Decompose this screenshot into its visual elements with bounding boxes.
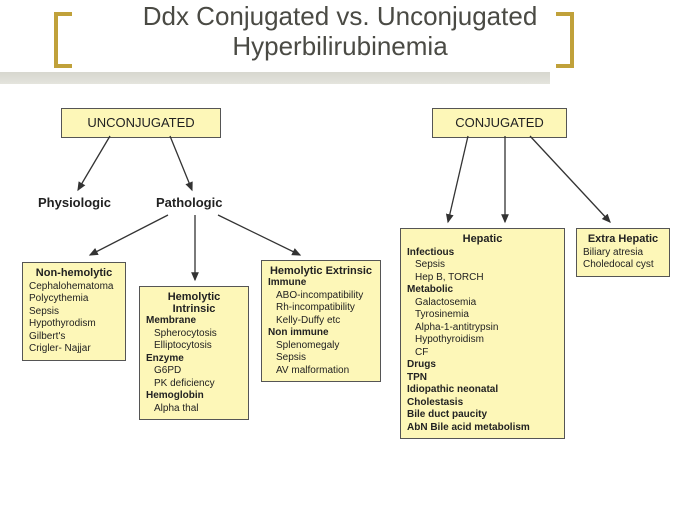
- non-hemolytic-list: CephalohematomaPolycythemiaSepsisHypothy…: [29, 281, 119, 356]
- arrow: [530, 136, 610, 222]
- hepatic-header: Hepatic: [407, 233, 558, 247]
- non-hemolytic-header: Non-hemolytic: [29, 267, 119, 281]
- group-header: Bile duct paucity: [407, 409, 558, 422]
- conjugated-label: CONJUGATED: [455, 115, 544, 130]
- group-header: TPN: [407, 372, 558, 385]
- list-item: Polycythemia: [29, 293, 119, 306]
- list-item: Splenomegaly: [268, 340, 374, 353]
- list-item: Cephalohematoma: [29, 281, 119, 294]
- node-hemolytic-intrinsic: Hemolytic Intrinsic MembraneSpherocytosi…: [139, 286, 249, 420]
- label-pathologic: Pathologic: [156, 195, 222, 210]
- node-hemolytic-extrinsic: Hemolytic Extrinsic ImmuneABO-incompatib…: [261, 260, 381, 382]
- title-line-1: Ddx Conjugated vs. Unconjugated: [143, 1, 538, 31]
- list-item: Biliary atresia: [583, 247, 663, 260]
- node-extra-hepatic: Extra Hepatic Biliary atresiaCholedocal …: [576, 228, 670, 277]
- node-non-hemolytic: Non-hemolytic CephalohematomaPolycythemi…: [22, 262, 126, 361]
- group-header: Hemoglobin: [146, 390, 242, 403]
- arrow: [170, 136, 192, 190]
- group-header: Membrane: [146, 315, 242, 328]
- list-item: Hypothyrodism: [29, 318, 119, 331]
- extra-hepatic-header: Extra Hepatic: [583, 233, 663, 247]
- extra-hepatic-list: Biliary atresiaCholedocal cyst: [583, 247, 663, 272]
- list-item: Hypothyroidism: [407, 334, 558, 347]
- hepatic-list: InfectiousSepsisHep B, TORCHMetabolicGal…: [407, 247, 558, 435]
- group-header: Infectious: [407, 247, 558, 260]
- group-header: Enzyme: [146, 353, 242, 366]
- list-item: Elliptocytosis: [146, 340, 242, 353]
- group-header: Cholestasis: [407, 397, 558, 410]
- list-item: Hep B, TORCH: [407, 272, 558, 285]
- list-item: Alpha thal: [146, 403, 242, 416]
- group-header: AbN Bile acid metabolism: [407, 422, 558, 435]
- hemo-int-header: Hemolytic Intrinsic: [146, 291, 242, 315]
- group-header: Immune: [268, 277, 374, 290]
- list-item: AV malformation: [268, 365, 374, 378]
- page-title: Ddx Conjugated vs. Unconjugated Hyperbil…: [0, 2, 680, 62]
- arrow: [218, 215, 300, 255]
- hemo-int-list: MembraneSpherocytosisElliptocytosisEnzym…: [146, 315, 242, 415]
- hemo-ext-list: ImmuneABO-incompatibilityRh-incompatibil…: [268, 277, 374, 377]
- list-item: Tyrosinemia: [407, 309, 558, 322]
- list-item: Crigler- Najjar: [29, 343, 119, 356]
- group-header: Non immune: [268, 327, 374, 340]
- list-item: Choledocal cyst: [583, 259, 663, 272]
- list-item: Sepsis: [407, 259, 558, 272]
- group-header: Idiopathic neonatal: [407, 384, 558, 397]
- arrow: [448, 136, 468, 222]
- group-header: Drugs: [407, 359, 558, 372]
- arrow: [78, 136, 110, 190]
- list-item: G6PD: [146, 365, 242, 378]
- list-item: CF: [407, 347, 558, 360]
- list-item: Gilbert's: [29, 331, 119, 344]
- node-conjugated: CONJUGATED: [432, 108, 567, 138]
- list-item: PK deficiency: [146, 378, 242, 391]
- list-item: Alpha-1-antitrypsin: [407, 322, 558, 335]
- list-item: Sepsis: [29, 306, 119, 319]
- list-item: Sepsis: [268, 352, 374, 365]
- node-hepatic: Hepatic InfectiousSepsisHep B, TORCHMeta…: [400, 228, 565, 439]
- list-item: Spherocytosis: [146, 328, 242, 341]
- node-unconjugated: UNCONJUGATED: [61, 108, 221, 138]
- list-item: Kelly-Duffy etc: [268, 315, 374, 328]
- group-header: Metabolic: [407, 284, 558, 297]
- list-item: Rh-incompatibility: [268, 302, 374, 315]
- label-physiologic: Physiologic: [38, 195, 111, 210]
- list-item: Galactosemia: [407, 297, 558, 310]
- arrow: [90, 215, 168, 255]
- title-underline: [0, 72, 550, 84]
- list-item: ABO-incompatibility: [268, 290, 374, 303]
- unconjugated-label: UNCONJUGATED: [87, 115, 194, 130]
- title-line-2: Hyperbilirubinemia: [232, 31, 447, 61]
- hemo-ext-header: Hemolytic Extrinsic: [268, 265, 374, 277]
